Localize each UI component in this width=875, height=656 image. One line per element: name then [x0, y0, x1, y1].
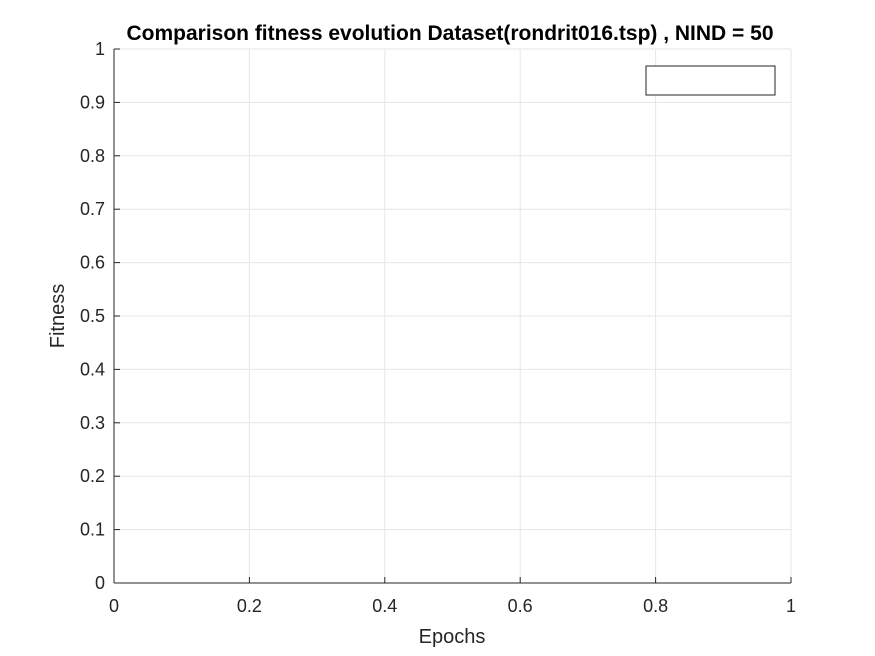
- x-tick-label: 0.6: [508, 596, 533, 616]
- y-tick-label: 1: [95, 39, 105, 59]
- y-axis-label: Fitness: [47, 284, 69, 348]
- x-axis-label: Epochs: [419, 626, 486, 648]
- y-tick-label: 0.3: [80, 413, 105, 433]
- y-tick-label: 0.1: [80, 520, 105, 540]
- legend-box: [645, 65, 776, 96]
- y-axis-ticks: 0 0.1 0.2 0.3 0.4 0.5 0.6 0.7 0.8 0.9 1: [80, 39, 120, 593]
- x-tick-label: 0.8: [643, 596, 668, 616]
- chart-title: Comparison fitness evolution Dataset(ron…: [126, 22, 773, 45]
- y-tick-label: 0.5: [80, 306, 105, 326]
- y-tick-label: 0.4: [80, 359, 105, 379]
- y-tick-label: 0.9: [80, 92, 105, 112]
- y-tick-label: 0.2: [80, 466, 105, 486]
- x-tick-label: 1: [786, 596, 796, 616]
- grid-lines: [113, 48, 792, 584]
- x-tick-label: 0.2: [237, 596, 262, 616]
- x-axis-ticks: 0 0.2 0.4 0.6 0.8 1: [109, 577, 796, 616]
- x-tick-label: 0.4: [372, 596, 397, 616]
- y-tick-label: 0.8: [80, 146, 105, 166]
- y-tick-label: 0.7: [80, 199, 105, 219]
- x-tick-label: 0: [109, 596, 119, 616]
- y-tick-label: 0: [95, 573, 105, 593]
- y-tick-label: 0.6: [80, 253, 105, 273]
